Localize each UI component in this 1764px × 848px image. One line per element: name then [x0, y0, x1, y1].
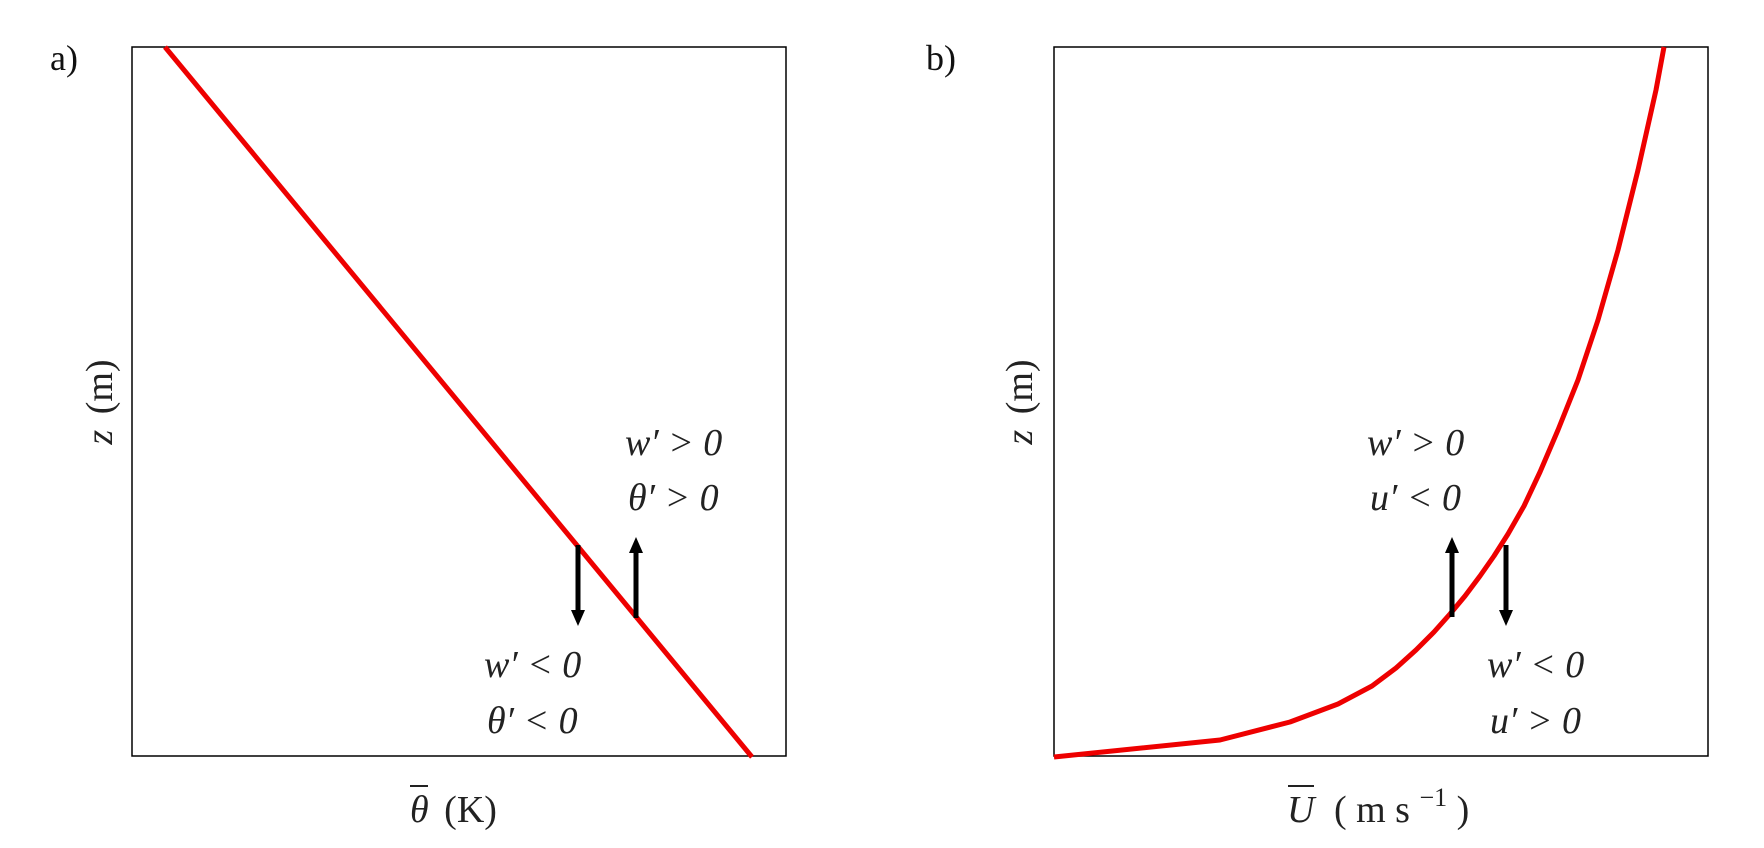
upward-arrowhead-icon-b — [1445, 537, 1459, 553]
x-axis-unit-open-b: ( — [1334, 789, 1347, 831]
panel-b-letter: b) — [926, 38, 956, 78]
downward-arrowhead-icon-a — [571, 610, 585, 626]
panel-b: b) w′ > 0 u′ < 0 w′ < 0 u′ > 0 z (m) U (… — [926, 38, 1709, 831]
y-axis-label-b: z (m) — [999, 359, 1041, 445]
x-axis-unit-exp-b: −1 — [1419, 783, 1447, 812]
x-axis-symbol-a: θ — [410, 789, 429, 831]
svg-text:z (m): z (m) — [79, 359, 121, 445]
y-axis-unit-b: (m) — [999, 359, 1041, 414]
upper-annotation-w-b: w′ > 0 — [1367, 422, 1464, 464]
x-axis-unit-close-b: ) — [1457, 789, 1470, 831]
x-axis-unit-ms-b: m s — [1356, 789, 1410, 831]
svg-text:z (m): z (m) — [999, 359, 1041, 445]
upper-annotation-w-a: w′ > 0 — [625, 422, 722, 464]
panel-b-frame — [1053, 46, 1709, 757]
x-axis-label-a: θ (K) — [410, 789, 497, 831]
y-axis-unit-a: (m) — [79, 359, 121, 414]
upper-annotation-u-b: u′ < 0 — [1370, 477, 1461, 519]
panel-a-frame — [131, 46, 787, 757]
x-axis-unit-a: (K) — [444, 789, 497, 831]
panel-a-letter: a) — [50, 38, 78, 78]
wind-profile-curve — [1053, 46, 1667, 760]
x-axis-symbol-b: U — [1287, 789, 1317, 831]
y-axis-label-a: z (m) — [79, 359, 121, 445]
panel-a: a) w′ > 0 θ′ > 0 w′ < 0 θ′ < 0 z (m) θ (… — [50, 38, 787, 831]
y-axis-symbol-b: z — [999, 430, 1041, 446]
lower-annotation-u-b: u′ > 0 — [1490, 700, 1581, 742]
upper-annotation-theta-a: θ′ > 0 — [628, 477, 719, 519]
downward-arrowhead-icon-b — [1499, 610, 1513, 626]
x-axis-label-b: U ( m s −1 ) — [1287, 773, 1469, 831]
upward-arrowhead-icon-a — [629, 537, 643, 553]
lower-annotation-w-b: w′ < 0 — [1487, 644, 1584, 686]
lower-annotation-theta-a: θ′ < 0 — [487, 700, 578, 742]
lower-annotation-w-a: w′ < 0 — [484, 644, 581, 686]
theta-profile-line — [163, 45, 754, 759]
y-axis-symbol-a: z — [79, 430, 121, 446]
